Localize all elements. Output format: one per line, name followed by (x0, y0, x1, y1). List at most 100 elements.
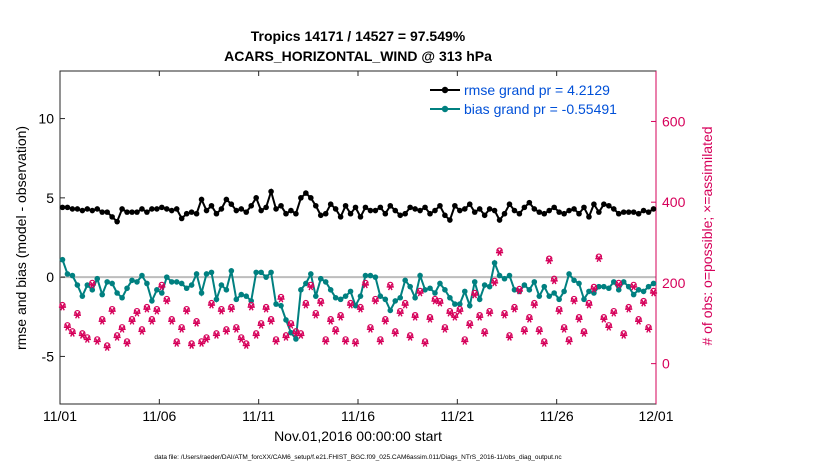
assimilated-obs-marker (68, 329, 77, 337)
series-point (586, 214, 592, 220)
series-point (392, 298, 399, 304)
assimilated-obs-marker (327, 317, 335, 325)
series-point (620, 209, 627, 215)
assimilated-obs-marker (237, 335, 245, 343)
assimilated-obs-marker (406, 333, 414, 341)
series-point (476, 296, 483, 303)
star-stroke (219, 307, 224, 315)
series-point (168, 207, 175, 214)
star-stroke (412, 313, 418, 321)
star-stroke (179, 325, 185, 333)
star-stroke (94, 337, 100, 345)
star-stroke (452, 313, 458, 321)
series-point (561, 210, 567, 217)
star-stroke (382, 317, 388, 325)
star-stroke (526, 315, 532, 323)
series-point (536, 293, 543, 299)
series-point (610, 279, 617, 285)
series-point (139, 272, 145, 279)
assimilated-obs-marker (600, 315, 608, 323)
series-point (417, 272, 423, 279)
assimilated-obs-marker (550, 277, 558, 285)
series-point (327, 287, 334, 293)
star-stroke (74, 311, 80, 319)
star-stroke (278, 295, 284, 303)
series-point (457, 207, 463, 214)
star-stroke (99, 317, 105, 325)
series-point (397, 294, 404, 301)
y-tick-label: 5 (46, 190, 54, 206)
y2-tick-label: 600 (662, 113, 686, 129)
star-stroke (214, 331, 219, 339)
assimilated-obs-marker (481, 329, 489, 337)
star-stroke (531, 301, 537, 309)
star-stroke (591, 285, 597, 293)
series-point (521, 204, 528, 211)
series-point (342, 202, 349, 209)
star-stroke (268, 317, 274, 325)
assimilated-obs-marker (411, 313, 419, 321)
series-point (293, 336, 299, 342)
assimilated-obs-marker (292, 329, 300, 337)
series-1 (59, 256, 657, 342)
plot-area (59, 70, 657, 405)
y-tick-label: -5 (42, 348, 55, 364)
star-stroke (84, 335, 90, 343)
series-point (481, 282, 488, 288)
series-point (556, 296, 562, 303)
series-point (134, 209, 140, 215)
star-stroke (596, 255, 602, 263)
series-point (303, 280, 309, 287)
assimilated-obs-marker (371, 297, 379, 305)
star-stroke (209, 301, 214, 309)
series-point (576, 210, 582, 217)
series-point (501, 275, 508, 282)
series-layer (58, 187, 658, 351)
assimilated-obs-marker (78, 331, 86, 339)
star-stroke (253, 331, 259, 339)
star-stroke (338, 313, 344, 321)
series-point (168, 279, 175, 285)
series-point (432, 290, 438, 296)
series-point (466, 302, 473, 309)
assimilated-obs-marker (639, 299, 648, 307)
assimilated-obs-marker (262, 305, 270, 313)
star-stroke (124, 339, 130, 347)
assimilated-obs-marker (451, 313, 459, 321)
assimilated-obs-marker (168, 317, 176, 325)
star-stroke (636, 317, 642, 325)
series-point (203, 271, 210, 277)
series-point (243, 293, 250, 299)
series-point (228, 268, 235, 274)
star-stroke (298, 331, 304, 339)
series-point (173, 206, 180, 212)
x-tick-label: 11/16 (341, 408, 375, 424)
legend-box (424, 78, 653, 118)
star-stroke (263, 305, 269, 313)
assimilated-obs-marker (376, 337, 384, 345)
series-point (367, 272, 374, 279)
star-stroke (611, 309, 617, 317)
series-point (183, 285, 190, 292)
star-stroke (601, 315, 607, 323)
title-block: Tropics 14171 / 14527 = 97.549% ACARS_HO… (224, 28, 492, 64)
assimilated-obs-marker (98, 317, 106, 325)
assimilated-obs-marker (252, 331, 260, 339)
assimilated-obs-marker (605, 323, 613, 331)
series-point (89, 287, 96, 293)
y2-tick-label: 200 (662, 275, 686, 291)
star-stroke (104, 344, 110, 351)
y-axis-right: 0 200 400 600 (651, 71, 686, 404)
star-stroke (328, 317, 334, 325)
star-stroke (517, 287, 522, 295)
star-stroke (358, 305, 363, 313)
series-point (506, 272, 513, 279)
star-stroke (60, 303, 65, 311)
y-tick-label: 10 (38, 111, 54, 127)
series-point (193, 271, 200, 277)
star-stroke (164, 297, 170, 305)
assimilated-obs-marker (242, 341, 250, 349)
star-stroke (114, 333, 120, 341)
series-point (159, 290, 165, 296)
star-stroke (70, 329, 75, 337)
